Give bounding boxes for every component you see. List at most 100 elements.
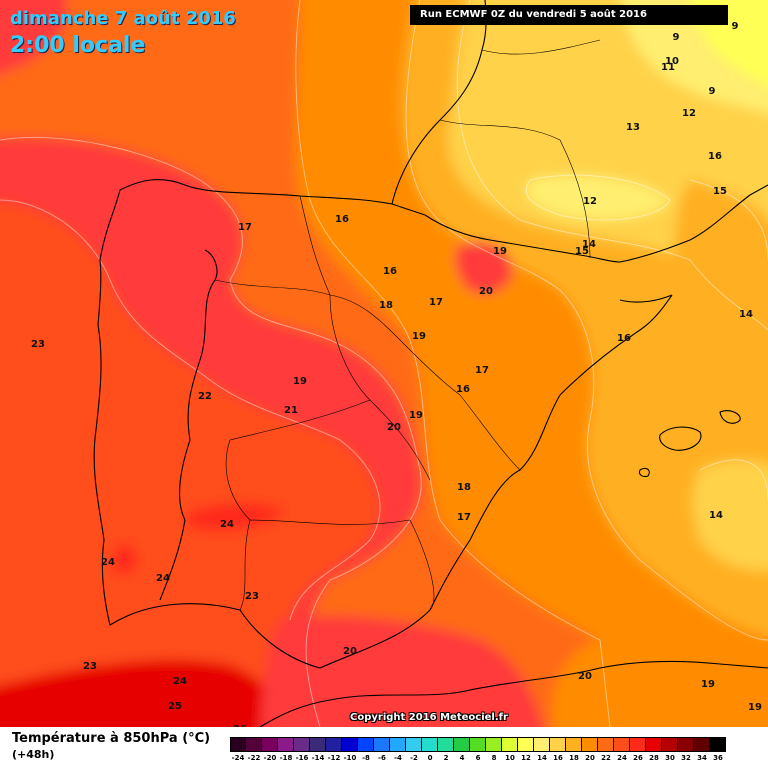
scale-swatch	[358, 737, 374, 752]
field-t24	[185, 503, 285, 531]
isotherm-label: 23	[245, 591, 259, 602]
scale-tick-label: 26	[633, 754, 643, 762]
scale-swatch	[326, 737, 342, 752]
scale-swatch	[390, 737, 406, 752]
isotherm-label: 14	[709, 510, 723, 521]
scale-swatch	[454, 737, 470, 752]
balearic-islands	[638, 410, 741, 478]
isotherm-label: 20	[343, 646, 357, 657]
isotherm-label: 17	[238, 222, 252, 233]
isotherm-label: 24	[156, 573, 170, 584]
isotherm-label: 15	[575, 246, 589, 257]
africa-coast	[259, 660, 768, 727]
isotherm-label: 16	[335, 214, 349, 225]
isotherm-label: 21	[284, 405, 298, 416]
scale-tick-label: -24	[231, 754, 245, 762]
isotherm-label: 19	[409, 410, 423, 421]
scale-tick-label: 36	[713, 754, 723, 762]
isotherm-label: 19	[493, 246, 507, 257]
isotherm-label: 17	[457, 512, 471, 523]
isotherm-label: 19	[701, 679, 715, 690]
isotherm-label: 19	[412, 331, 426, 342]
scale-tick-label: -18	[279, 754, 293, 762]
scale-swatch	[694, 737, 710, 752]
field-t13-se	[692, 460, 768, 571]
scale-tick-label: 4	[459, 754, 465, 762]
scale-tick-label: 8	[491, 754, 497, 762]
isotherm-label: 17	[475, 365, 489, 376]
scale-tick-label: -6	[378, 754, 386, 762]
isotherm-label: 14	[739, 309, 753, 320]
scale-swatch	[374, 737, 390, 752]
isotherm-label: 20	[387, 422, 401, 433]
scale-swatch	[646, 737, 662, 752]
field-t24-b	[112, 544, 138, 575]
scale-swatch	[342, 737, 358, 752]
isotherm-label: 16	[708, 151, 722, 162]
isotherm-label: 16	[617, 333, 631, 344]
field-t11	[526, 175, 670, 220]
scale-swatch	[566, 737, 582, 752]
isotherm-label: 19	[748, 702, 762, 713]
isotherm-label: 12	[583, 196, 597, 207]
scale-tick-label: 24	[617, 754, 627, 762]
scale-swatch	[598, 737, 614, 752]
isotherm-label: 18	[379, 300, 393, 311]
scale-swatch	[310, 737, 326, 752]
scale-tick-label: 22	[601, 754, 611, 762]
legend-footer: Température à 850hPa (°C) (+48h) -24 -22-…	[0, 727, 768, 768]
isotherm-label: 22	[198, 391, 212, 402]
isotherm-label: 11	[661, 62, 675, 73]
scale-swatch	[438, 737, 454, 752]
scale-swatch	[662, 737, 678, 752]
forecast-local-time: 2:00 locale	[10, 33, 146, 58]
isotherm-label: 24	[220, 519, 234, 530]
isotherm-label: 20	[479, 286, 493, 297]
isotherm-label: 26	[233, 724, 247, 727]
scale-swatch	[262, 737, 278, 752]
isotherm-label: 17	[429, 297, 443, 308]
isotherm-label: 9	[673, 32, 680, 43]
forecast-date: dimanche 7 août 2016	[10, 8, 236, 29]
isotherm-label: 20	[578, 671, 592, 682]
scale-tick-label: -4	[394, 754, 402, 762]
isotherm-label: 24	[173, 676, 187, 687]
iberia-coastline	[93, 179, 673, 669]
isotherm-label: 16	[383, 266, 397, 277]
scale-swatch	[582, 737, 598, 752]
scale-swatch	[406, 737, 422, 752]
scale-tick-label: 18	[569, 754, 579, 762]
scale-swatch	[294, 737, 310, 752]
field-t23	[0, 201, 380, 727]
scale-tick-label: -10	[343, 754, 357, 762]
scale-tick-label: -8	[362, 754, 370, 762]
isotherm-label: 9	[732, 21, 739, 32]
isotherm-label: 16	[456, 384, 470, 395]
isotherm-label: 23	[83, 661, 97, 672]
isotherm-label: 14	[582, 239, 596, 250]
isotherm-label: 24	[101, 557, 115, 568]
scale-tick-label: 30	[665, 754, 675, 762]
scale-swatch	[246, 737, 262, 752]
scale-swatch	[678, 737, 694, 752]
scale-tick-label: 2	[443, 754, 449, 762]
scale-tick-label: -16	[295, 754, 309, 762]
scale-tick-label: 10	[505, 754, 515, 762]
isotherm-label: 12	[682, 108, 696, 119]
scale-swatch	[278, 737, 294, 752]
france-spain-border	[424, 214, 621, 263]
scale-swatch	[710, 737, 726, 752]
scale-tick-label: 0	[427, 754, 433, 762]
scale-tick-label: -20	[263, 754, 277, 762]
scale-tick-label: 14	[537, 754, 547, 762]
scale-swatch	[230, 737, 246, 752]
isotherm-label: 13	[626, 122, 640, 133]
scale-swatch	[630, 737, 646, 752]
scale-swatch	[486, 737, 502, 752]
color-scale	[230, 737, 726, 752]
field-t15-east	[674, 180, 768, 423]
isotherm-label: 19	[293, 376, 307, 387]
